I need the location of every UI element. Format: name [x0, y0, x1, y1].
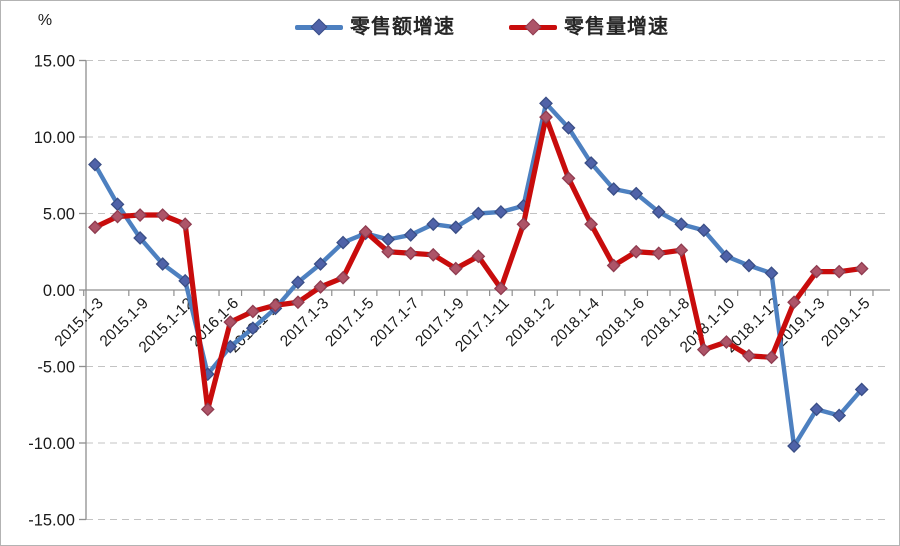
x-axis-tick-label: 2017.1-5 [322, 295, 377, 350]
data-point-marker [155, 257, 170, 271]
data-point-marker [539, 110, 553, 125]
y-axis-tick-label: -10.00 [28, 435, 75, 453]
data-point-marker [245, 321, 260, 336]
legend-item-retail-sales-volume: 零售量增速 [509, 17, 669, 37]
legend-line-sample-red [509, 18, 557, 36]
data-point-marker [832, 408, 847, 423]
x-axis-tick-label: 2018.1-2 [503, 295, 558, 350]
data-point-marker [426, 217, 441, 232]
data-point-marker [291, 295, 305, 310]
data-point-marker [336, 270, 350, 285]
data-point-marker [403, 228, 418, 242]
data-point-marker [787, 295, 801, 310]
data-point-marker [155, 208, 170, 222]
x-axis-tick-label: 2015.1-3 [52, 295, 107, 350]
x-axis-tick-label: 2017.1-7 [367, 295, 422, 350]
y-axis-tick-label: 0.00 [43, 282, 75, 300]
data-point-marker [696, 342, 711, 357]
data-point-marker [742, 348, 756, 363]
y-axis-unit-label: % [38, 12, 52, 29]
y-axis-tick-label: -5.00 [37, 359, 75, 377]
data-point-marker [200, 402, 215, 417]
data-point-marker [674, 217, 689, 232]
y-axis-tick-label: -15.00 [28, 512, 75, 530]
legend-line-sample-blue [295, 18, 343, 36]
legend-label-retail-sales-volume: 零售量增速 [564, 16, 669, 38]
data-point-marker [651, 205, 666, 219]
legend-label-retail-sales-value: 零售额增速 [350, 16, 455, 38]
data-point-marker [268, 298, 283, 313]
data-point-marker [223, 315, 238, 330]
x-axis-tick-label: 2019.1-5 [818, 295, 873, 350]
data-point-marker [381, 232, 396, 247]
data-point-marker [88, 157, 102, 172]
data-point-marker [809, 402, 824, 417]
data-point-marker [448, 220, 463, 235]
legend-item-retail-sales-value: 零售额增速 [295, 17, 455, 37]
y-axis-tick-label: 10.00 [34, 129, 75, 147]
data-point-marker [426, 247, 441, 262]
data-point-marker [719, 249, 734, 264]
data-point-marker [719, 335, 734, 349]
data-point-marker [110, 209, 125, 224]
data-point-marker [313, 257, 328, 271]
data-point-marker [539, 96, 553, 111]
data-point-marker [133, 208, 148, 222]
data-point-marker [178, 217, 193, 232]
data-point-marker [809, 264, 824, 279]
data-point-marker [696, 223, 711, 238]
data-point-marker [854, 382, 869, 397]
diamond-marker-icon [310, 18, 328, 36]
data-point-marker [651, 246, 666, 261]
data-point-marker [381, 244, 396, 259]
data-point-marker [561, 120, 576, 135]
data-point-marker [674, 243, 689, 258]
data-point-marker [764, 350, 779, 365]
legend: 零售额增速 零售量增速 [295, 17, 669, 37]
data-point-marker [403, 246, 418, 261]
data-point-marker [493, 281, 508, 296]
data-point-marker [358, 224, 373, 239]
data-point-marker [336, 235, 350, 250]
y-axis-tick-label: 5.00 [43, 206, 75, 224]
data-point-marker [245, 304, 260, 319]
data-point-marker [88, 220, 102, 235]
data-point-marker [448, 261, 463, 276]
data-point-marker [606, 182, 621, 196]
data-point-marker [561, 171, 576, 186]
data-point-marker [584, 217, 599, 232]
data-point-marker [629, 186, 644, 201]
data-point-marker [471, 249, 486, 264]
data-point-marker [584, 156, 599, 170]
x-axis-tick-label: 2018.1-6 [593, 295, 648, 350]
data-point-marker [133, 231, 148, 245]
data-point-marker [516, 217, 531, 232]
data-point-marker [832, 264, 847, 279]
data-point-marker [629, 244, 644, 259]
data-point-marker [291, 275, 305, 290]
data-point-marker [313, 280, 328, 294]
data-point-marker [178, 273, 193, 288]
data-point-marker [471, 206, 486, 221]
data-point-marker [742, 258, 756, 273]
data-point-marker [854, 261, 869, 276]
data-point-marker [606, 258, 621, 273]
x-axis-tick-label: 2018.1-4 [548, 295, 604, 351]
y-axis-tick-label: 15.00 [34, 53, 75, 71]
data-point-marker [764, 266, 779, 281]
data-point-marker [493, 205, 508, 219]
diamond-marker-icon [524, 18, 542, 36]
data-point-marker [787, 439, 801, 453]
